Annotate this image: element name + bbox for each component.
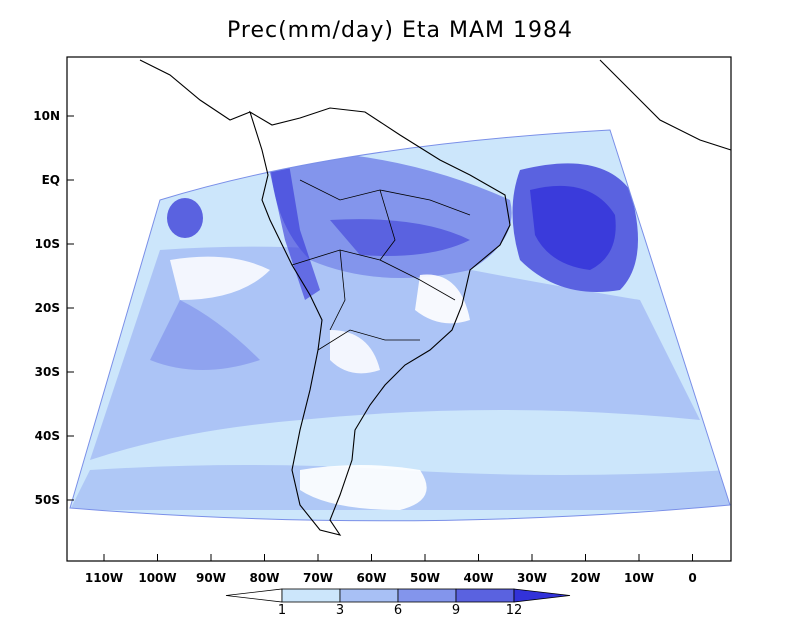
lat-tick-label: 20S — [35, 301, 60, 315]
colorbar-label: 12 — [506, 603, 523, 618]
colorbar-segment — [281, 588, 341, 603]
colorbar-segment — [455, 588, 515, 603]
lon-tick-label: 20W — [571, 571, 601, 585]
colorbar-segment — [339, 588, 399, 603]
colorbar-label: 1 — [278, 603, 286, 618]
colorbar-label: 3 — [336, 603, 344, 618]
colorbar-high-arrow — [513, 588, 571, 603]
lon-tick-label: 60W — [357, 571, 387, 585]
lon-tick-label: 40W — [464, 571, 494, 585]
lat-tick-label: 30S — [35, 365, 60, 379]
coastline — [139, 59, 732, 536]
colorbar: 1 3 6 9 12 — [225, 588, 571, 618]
lon-tick-label: 0 — [688, 571, 696, 585]
lat-tick-label: 50S — [35, 493, 60, 507]
lat-tick-label: EQ — [42, 173, 60, 187]
colorbar-low-arrow — [225, 588, 283, 603]
country-borders — [291, 179, 471, 351]
precip-field — [70, 130, 730, 521]
lon-tick-label: 80W — [250, 571, 280, 585]
lon-tick-label: 10W — [624, 571, 654, 585]
colorbar-label: 6 — [394, 603, 402, 618]
colorbar-label: 9 — [452, 603, 460, 618]
latitude-axis: 10N EQ 10S 20S 30S 40S 50S — [33, 109, 74, 507]
colorbar-segment — [397, 588, 457, 603]
lon-tick-label: 70W — [303, 571, 333, 585]
lon-tick-label: 110W — [85, 571, 123, 585]
longitude-axis: 110W 100W 90W 80W 70W 60W 50W 40W 30W 20W 10W 0 — [85, 554, 697, 585]
map-title: Prec(mm/day) Eta MAM 1984 — [227, 18, 573, 43]
lat-tick-label: 10N — [33, 109, 60, 123]
lon-tick-label: 50W — [410, 571, 440, 585]
lon-tick-label: 90W — [196, 571, 226, 585]
lon-tick-label: 100W — [138, 571, 176, 585]
lat-tick-label: 10S — [35, 237, 60, 251]
lon-tick-label: 30W — [517, 571, 547, 585]
lat-tick-label: 40S — [35, 429, 60, 443]
